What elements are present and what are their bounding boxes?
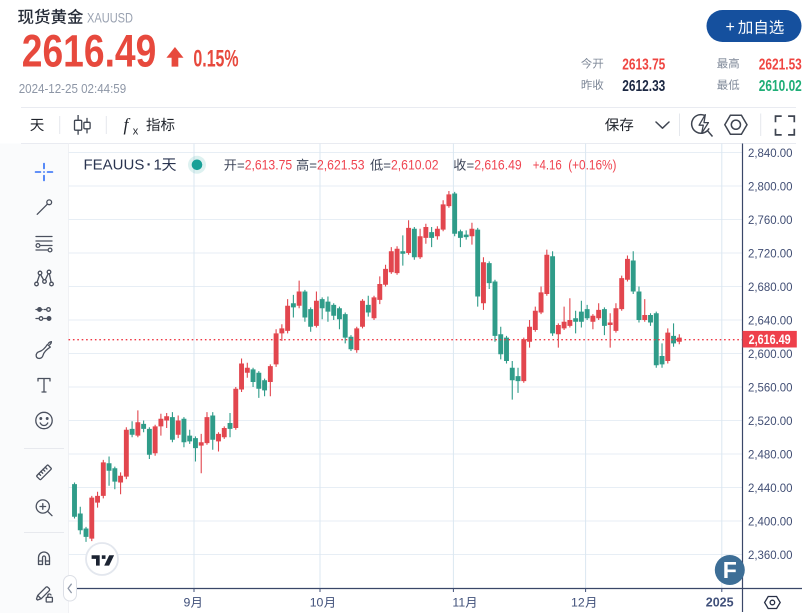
svg-text:FEAUUS: FEAUUS <box>84 157 145 174</box>
svg-text:12: 12 <box>571 596 585 610</box>
svg-text:2616.49: 2616.49 <box>22 26 157 77</box>
svg-text:2,621.53: 2,621.53 <box>317 157 365 173</box>
svg-text:2621.53: 2621.53 <box>759 56 802 73</box>
svg-text:10: 10 <box>310 596 324 610</box>
svg-text:=: = <box>309 158 317 173</box>
svg-text:2,520.00: 2,520.00 <box>748 414 793 428</box>
svg-text:2024-12-25 02:44:59: 2024-12-25 02:44:59 <box>19 82 127 96</box>
svg-text:2,400.00: 2,400.00 <box>748 514 793 528</box>
svg-text:1: 1 <box>154 157 162 174</box>
svg-text:9: 9 <box>184 596 191 610</box>
svg-text:XAUUSD: XAUUSD <box>87 9 133 25</box>
svg-text:·: · <box>147 157 152 174</box>
svg-text:x: x <box>133 125 139 137</box>
svg-text:11: 11 <box>452 596 465 610</box>
svg-text:(+0.16%): (+0.16%) <box>568 157 616 173</box>
svg-text:2,610.02: 2,610.02 <box>391 157 439 173</box>
svg-text:2,616.49: 2,616.49 <box>474 157 522 173</box>
svg-text:2,640.00: 2,640.00 <box>748 313 793 327</box>
svg-text:f: f <box>124 115 131 135</box>
svg-text:2,480.00: 2,480.00 <box>748 447 793 461</box>
svg-text:=: = <box>383 158 391 173</box>
svg-text:2,616.49: 2,616.49 <box>749 332 791 347</box>
svg-text:=: = <box>467 158 475 173</box>
svg-text:2,360.00: 2,360.00 <box>748 548 793 562</box>
svg-text:2,840.00: 2,840.00 <box>748 146 793 160</box>
svg-text:2612.33: 2612.33 <box>622 78 665 95</box>
svg-text:2,760.00: 2,760.00 <box>748 213 793 227</box>
svg-text:2,560.00: 2,560.00 <box>748 380 793 394</box>
svg-text:2,720.00: 2,720.00 <box>748 246 793 260</box>
svg-text:+4.16: +4.16 <box>533 157 562 173</box>
svg-text:2610.02: 2610.02 <box>759 78 802 95</box>
svg-text:F: F <box>723 557 737 583</box>
svg-text:2,680.00: 2,680.00 <box>748 280 793 294</box>
svg-text:2,440.00: 2,440.00 <box>748 481 793 495</box>
svg-text:2025: 2025 <box>706 596 734 610</box>
svg-text:2,600.00: 2,600.00 <box>748 347 793 361</box>
svg-text:=: = <box>237 158 245 173</box>
svg-text:2,613.75: 2,613.75 <box>245 157 293 173</box>
svg-text:0.15%: 0.15% <box>193 46 238 73</box>
svg-text:2,800.00: 2,800.00 <box>748 179 793 193</box>
svg-text:2613.75: 2613.75 <box>622 56 665 73</box>
svg-text:+: + <box>726 19 735 36</box>
